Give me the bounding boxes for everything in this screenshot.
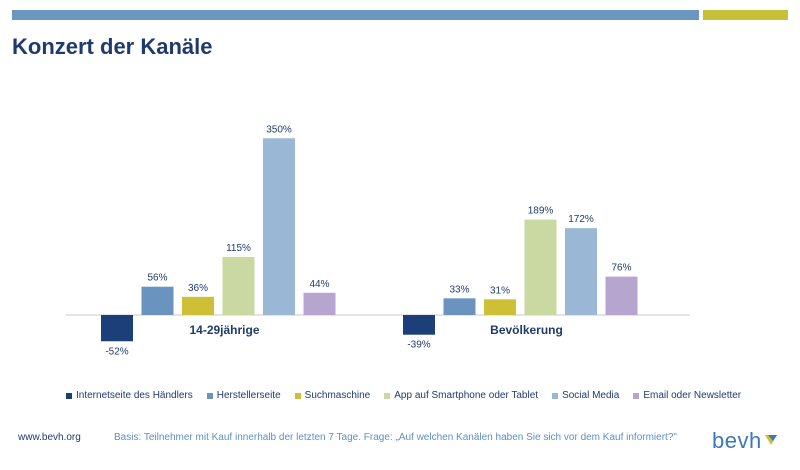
bar-chart: -52% 56% 36% 115% 350% 44% 14-29jährige -39% 33%…	[66, 124, 690, 357]
legend-item: Herstellerseite	[206, 390, 281, 401]
data-label: 56%	[147, 273, 167, 284]
data-label: 36%	[188, 283, 208, 294]
legend-item: Internetseite des Händlers	[66, 390, 193, 401]
legend-label: App auf Smartphone oder Tablet	[394, 390, 539, 401]
logo-text: bevh	[712, 428, 762, 453]
footer-website[interactable]: www.bevh.org	[18, 432, 81, 443]
category-label: 14-29jährige	[189, 323, 259, 337]
bar	[263, 138, 295, 315]
bar	[222, 256, 255, 315]
data-label: -39%	[407, 340, 430, 351]
legend-item: Social Media	[552, 390, 619, 401]
bar	[303, 292, 336, 315]
legend-item: App auf Smartphone oder Tablet	[384, 390, 538, 401]
legend-swatch	[552, 392, 559, 399]
top-accent-bar-yellow	[703, 10, 788, 20]
data-label: 189%	[528, 206, 554, 217]
bevh-logo: bevh	[712, 428, 778, 454]
chart-legend: Internetseite des Händlers Herstellerseit…	[66, 390, 741, 401]
bar	[565, 228, 597, 315]
data-label: 115%	[226, 243, 251, 254]
data-label: 172%	[568, 214, 594, 225]
data-label: 350%	[266, 124, 292, 135]
data-label: -52%	[105, 346, 128, 357]
legend-item: Email oder Newsletter	[633, 390, 741, 401]
legend-swatch	[384, 392, 391, 399]
top-accent-bar-blue	[12, 10, 699, 20]
bar	[484, 299, 516, 315]
data-label: 76%	[611, 263, 631, 274]
bar	[524, 219, 557, 315]
legend-swatch	[206, 392, 213, 399]
legend-label: Herstellerseite	[216, 390, 281, 401]
bar	[403, 315, 435, 335]
data-label: 44%	[309, 279, 329, 290]
legend-item: Suchmaschine	[294, 390, 371, 401]
bar	[101, 315, 133, 342]
data-label: 31%	[490, 285, 510, 296]
bar	[605, 276, 638, 315]
legend-swatch	[294, 392, 301, 399]
data-label: 33%	[449, 284, 469, 295]
bar	[182, 296, 214, 315]
legend-swatch	[66, 392, 72, 399]
bar	[443, 298, 476, 315]
category-label: Bevölkerung	[490, 323, 563, 337]
bevh-logo-icon	[764, 435, 777, 445]
legend-label: Social Media	[562, 390, 620, 401]
bar	[141, 286, 174, 315]
legend-label: Suchmaschine	[304, 390, 371, 401]
footer-basis-note: Basis: Teilnehmer mit Kauf innerhalb der…	[114, 432, 677, 443]
page-title: Konzert der Kanäle	[12, 34, 213, 59]
legend-label: Internetseite des Händlers	[76, 390, 193, 401]
legend-label: Email oder Newsletter	[643, 390, 742, 401]
legend-swatch	[633, 392, 640, 399]
